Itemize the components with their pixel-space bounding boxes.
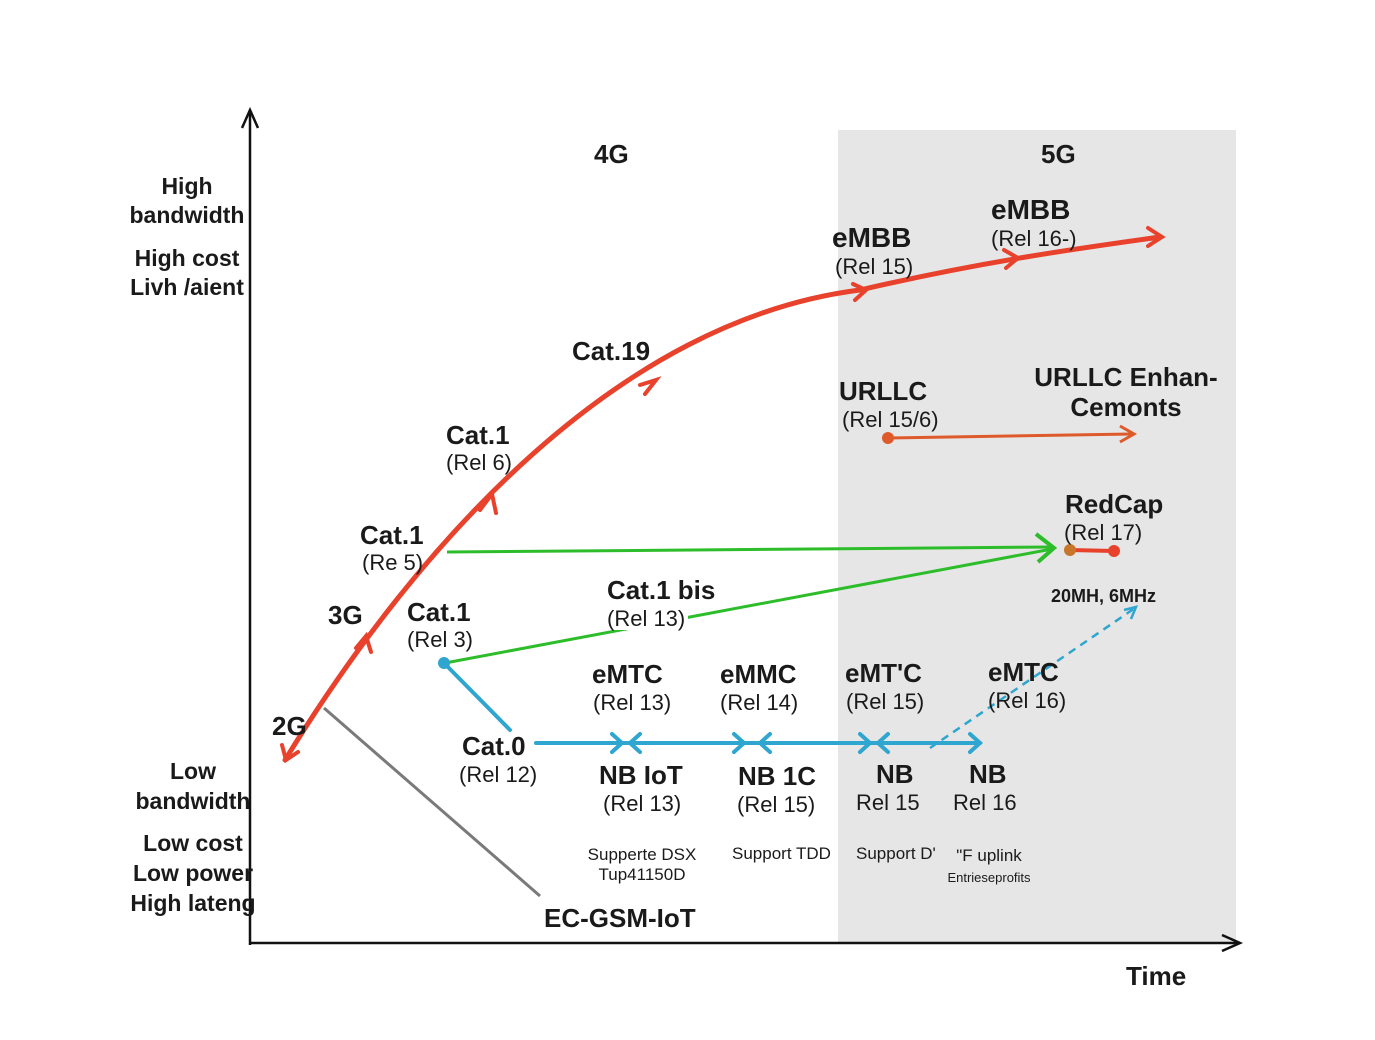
node-embb15-title: eMBB (832, 222, 912, 253)
node-cat1-rel3-title: Cat.1 (407, 597, 471, 627)
node-redcap-sub: (Rel 17) (1064, 520, 1143, 545)
axes (240, 106, 1244, 953)
y-axis-top-labels: High bandwidth High cost Livh /aient (112, 172, 262, 302)
y-top-line-1: High (161, 173, 213, 199)
node-redcap-title: RedCap (1065, 489, 1164, 519)
node-urllc-sub: (Rel 15/6) (842, 407, 939, 432)
node-cat1bis-title: Cat.1 bis (604, 577, 719, 603)
y-bottom-line-1: Low (170, 758, 216, 784)
era-4g-label: 4G (594, 139, 629, 169)
node-nb1c15-note: Support TDD (732, 844, 831, 863)
node-embb16-sub: (Rel 16-) (991, 226, 1077, 251)
node-redcap-note: 20MH, 6MHz (1051, 586, 1157, 606)
nb16-note-line-2: Entrieseprofits (947, 870, 1031, 885)
node-ec-gsm-iot: EC-GSM-IoT (544, 903, 696, 933)
curve-arrowheads (280, 226, 1166, 764)
node-urllc-title: URLLC (839, 376, 928, 406)
node-nbiot13-sub: (Rel 13) (603, 791, 682, 816)
node-embb15-sub: (Rel 15) (835, 254, 914, 279)
y-top-line-3: High cost (134, 245, 240, 271)
node-emtc13-title: eMTC (592, 659, 663, 689)
node-nb15-note: Support D' (856, 844, 936, 863)
node-nbiot13-title: NB IoT (599, 760, 683, 790)
y-axis-bottom-labels: Low bandwidth Low cost Low power High la… (118, 756, 268, 918)
node-nb15-title: NB (876, 759, 914, 789)
y-top-line-2: bandwidth (129, 202, 245, 228)
y-top-line-4: Livh /aient (130, 274, 244, 300)
urllc-line (882, 424, 1138, 444)
node-emtc13-sub: (Rel 13) (593, 690, 672, 715)
nb16-note-line-1: "F uplink (956, 846, 1022, 865)
node-embb16-title: eMBB (991, 194, 1071, 225)
redcap-marker (1064, 544, 1120, 557)
node-nbiot13-note: Supperte DSX Tup41150D (576, 845, 708, 885)
node-nb1c15-title: NB 1C (738, 761, 817, 791)
node-nb16-title: NB (969, 759, 1007, 789)
node-emtc15-sub: (Rel 15) (846, 689, 925, 714)
y-bottom-line-4: Low power (132, 860, 254, 886)
node-nb15-sub: Rel 15 (856, 790, 920, 815)
emtc16-dashed-arrow (1123, 605, 1139, 620)
node-emtc16-title: eMTC (988, 657, 1059, 687)
urllc-enh-line-2: Cemonts (1070, 392, 1182, 422)
node-cat1-rel6-title: Cat.1 (446, 420, 510, 450)
y-bottom-line-3: Low cost (143, 830, 243, 856)
node-emmc14-sub: (Rel 14) (720, 690, 799, 715)
y-bottom-line-2: bandwidth (135, 788, 251, 814)
node-3g: 3G (328, 600, 363, 630)
bandwidth-evolution-curve (282, 234, 1163, 763)
y-bottom-line-5: High lateng (130, 890, 256, 916)
nbiot13-note-line-1: Supperte DSX (587, 845, 697, 864)
node-urllc-enh: URLLC Enhan- Cemonts (1020, 362, 1232, 422)
node-emtc15-title: eMT'C (845, 658, 922, 688)
nbiot13-note-line-2: Tup41150D (598, 865, 686, 884)
lpwa-chain (438, 657, 983, 754)
node-cat0-sub: (Rel 12) (459, 762, 538, 787)
urllc-enh-line-1: URLLC Enhan- (1034, 362, 1218, 392)
node-nb16-sub: Rel 16 (953, 790, 1017, 815)
ec-gsm-line (323, 706, 541, 898)
node-cat1-rel5-sub: (Re 5) (362, 550, 424, 575)
node-emtc16-sub: (Rel 16) (988, 688, 1067, 713)
node-emmc14-title: eMMC (720, 659, 797, 689)
node-cat1-rel6-sub: (Rel 6) (446, 450, 513, 475)
era-5g-label: 5G (1041, 139, 1076, 169)
node-2g: 2G (272, 711, 307, 741)
node-cat1bis-sub: (Rel 13) (604, 608, 689, 630)
node-nb1c15-sub: (Rel 15) (737, 792, 816, 817)
node-cat1-rel5-title: Cat.1 (360, 520, 424, 550)
x-axis-label: Time (1126, 961, 1187, 991)
node-cat0-title: Cat.0 (462, 731, 526, 761)
node-cat1-rel3-sub: (Rel 3) (407, 627, 474, 652)
node-nb16-note: "F uplink Entrieseprofits (930, 845, 1048, 889)
node-cat19: Cat.19 (572, 336, 651, 366)
redcap-lines (444, 532, 1058, 665)
